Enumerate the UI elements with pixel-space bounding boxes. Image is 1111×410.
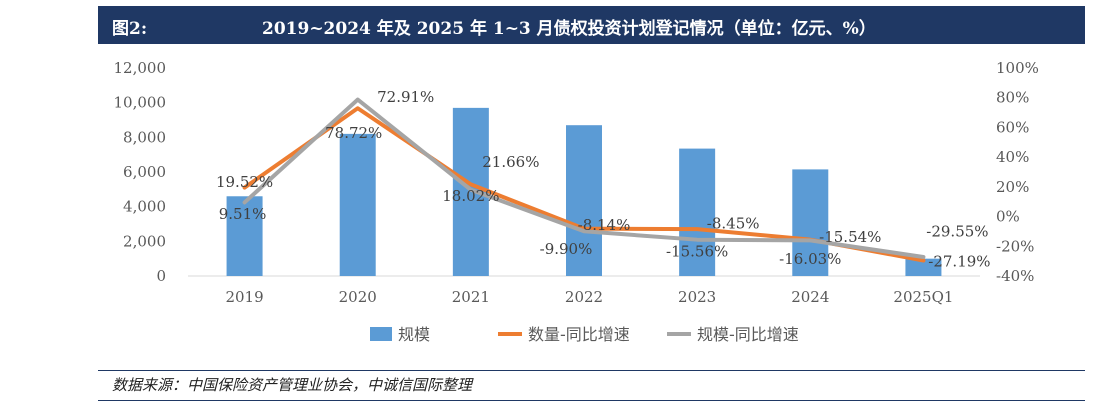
y-right-tick-label: -40% <box>996 267 1034 285</box>
legend: 规模 数量-同比增速 规模-同比增速 <box>370 325 799 344</box>
line-scale-growth <box>242 97 926 259</box>
data-label: 19.52% <box>216 173 273 191</box>
x-tick-label: 2020 <box>339 288 377 306</box>
y-right-tick-label: 100% <box>996 59 1039 77</box>
data-label: -27.19% <box>928 253 990 271</box>
data-label: -8.14% <box>578 216 631 234</box>
y-left-tick-label: 4,000 <box>123 198 166 216</box>
x-tick-label: 2021 <box>452 288 490 306</box>
y-right-tick-label: 40% <box>996 148 1029 166</box>
y-right-tick-label: -20% <box>996 237 1034 255</box>
bar <box>339 133 376 276</box>
figure-title: 2019~2024 年及 2025 年 1~3 月债权投资计划登记情况（单位：亿… <box>262 19 876 39</box>
data-label: 72.91% <box>377 88 434 106</box>
data-label: 78.72% <box>325 124 382 142</box>
data-label: 21.66% <box>482 153 539 171</box>
y-right-tick-label: 80% <box>996 89 1029 107</box>
legend-label: 规模-同比增速 <box>697 325 799 344</box>
bar <box>566 125 602 276</box>
figure-header: 图2: 2019~2024 年及 2025 年 1~3 月债权投资计划登记情况（… <box>98 6 1085 44</box>
legend-label: 规模 <box>398 325 430 344</box>
y-left-tick-label: 12,000 <box>114 59 167 77</box>
data-labels: 19.52% 9.51% 78.72% 72.91% 21.66% 18.02% -8.14… <box>216 88 991 271</box>
x-tick-label: 2023 <box>678 288 716 306</box>
bar <box>792 169 829 276</box>
y-axis-left: 0 2,000 4,000 6,000 8,000 10,000 12,000 <box>114 59 167 285</box>
data-label: -15.54% <box>819 228 881 246</box>
line-series <box>242 97 926 263</box>
y-left-tick-label: 8,000 <box>123 128 166 146</box>
y-axis-right: -40% -20% 0% 20% 40% 60% 80% 100% <box>996 59 1039 285</box>
y-left-tick-label: 2,000 <box>123 232 166 250</box>
bar <box>452 107 489 276</box>
data-label: -16.03% <box>779 250 841 268</box>
data-label: -9.90% <box>540 240 593 258</box>
data-label: -29.55% <box>926 223 988 241</box>
y-left-tick-label: 6,000 <box>123 163 166 181</box>
bar-series-scale <box>226 107 942 276</box>
x-tick-label: 2025Q1 <box>893 288 953 306</box>
data-label: -8.45% <box>707 214 760 232</box>
legend-swatch-bar <box>370 327 392 341</box>
bar <box>905 258 942 276</box>
source-note: 数据来源：中国保险资产管理业协会，中诚信国际整理 <box>112 376 473 394</box>
data-label: 18.02% <box>442 187 499 205</box>
x-tick-label: 2022 <box>565 288 603 306</box>
data-label: 9.51% <box>219 205 267 223</box>
data-label: -15.56% <box>666 242 728 260</box>
y-right-tick-label: 0% <box>996 208 1020 226</box>
x-axis-ticks: 2019 2020 2021 2022 2023 2024 2025Q1 <box>225 288 953 306</box>
source-divider-top <box>98 370 1085 371</box>
y-left-tick-label: 10,000 <box>114 94 167 112</box>
y-right-tick-label: 60% <box>996 118 1029 136</box>
source-divider-bottom <box>98 400 1085 401</box>
bar <box>679 148 716 276</box>
figure-label: 图2: <box>112 19 148 39</box>
legend-label: 数量-同比增速 <box>528 325 630 344</box>
x-tick-label: 2024 <box>791 288 829 306</box>
bar <box>226 196 263 276</box>
x-tick-label: 2019 <box>225 288 263 306</box>
y-left-tick-label: 0 <box>156 267 166 285</box>
y-right-tick-label: 20% <box>996 178 1029 196</box>
